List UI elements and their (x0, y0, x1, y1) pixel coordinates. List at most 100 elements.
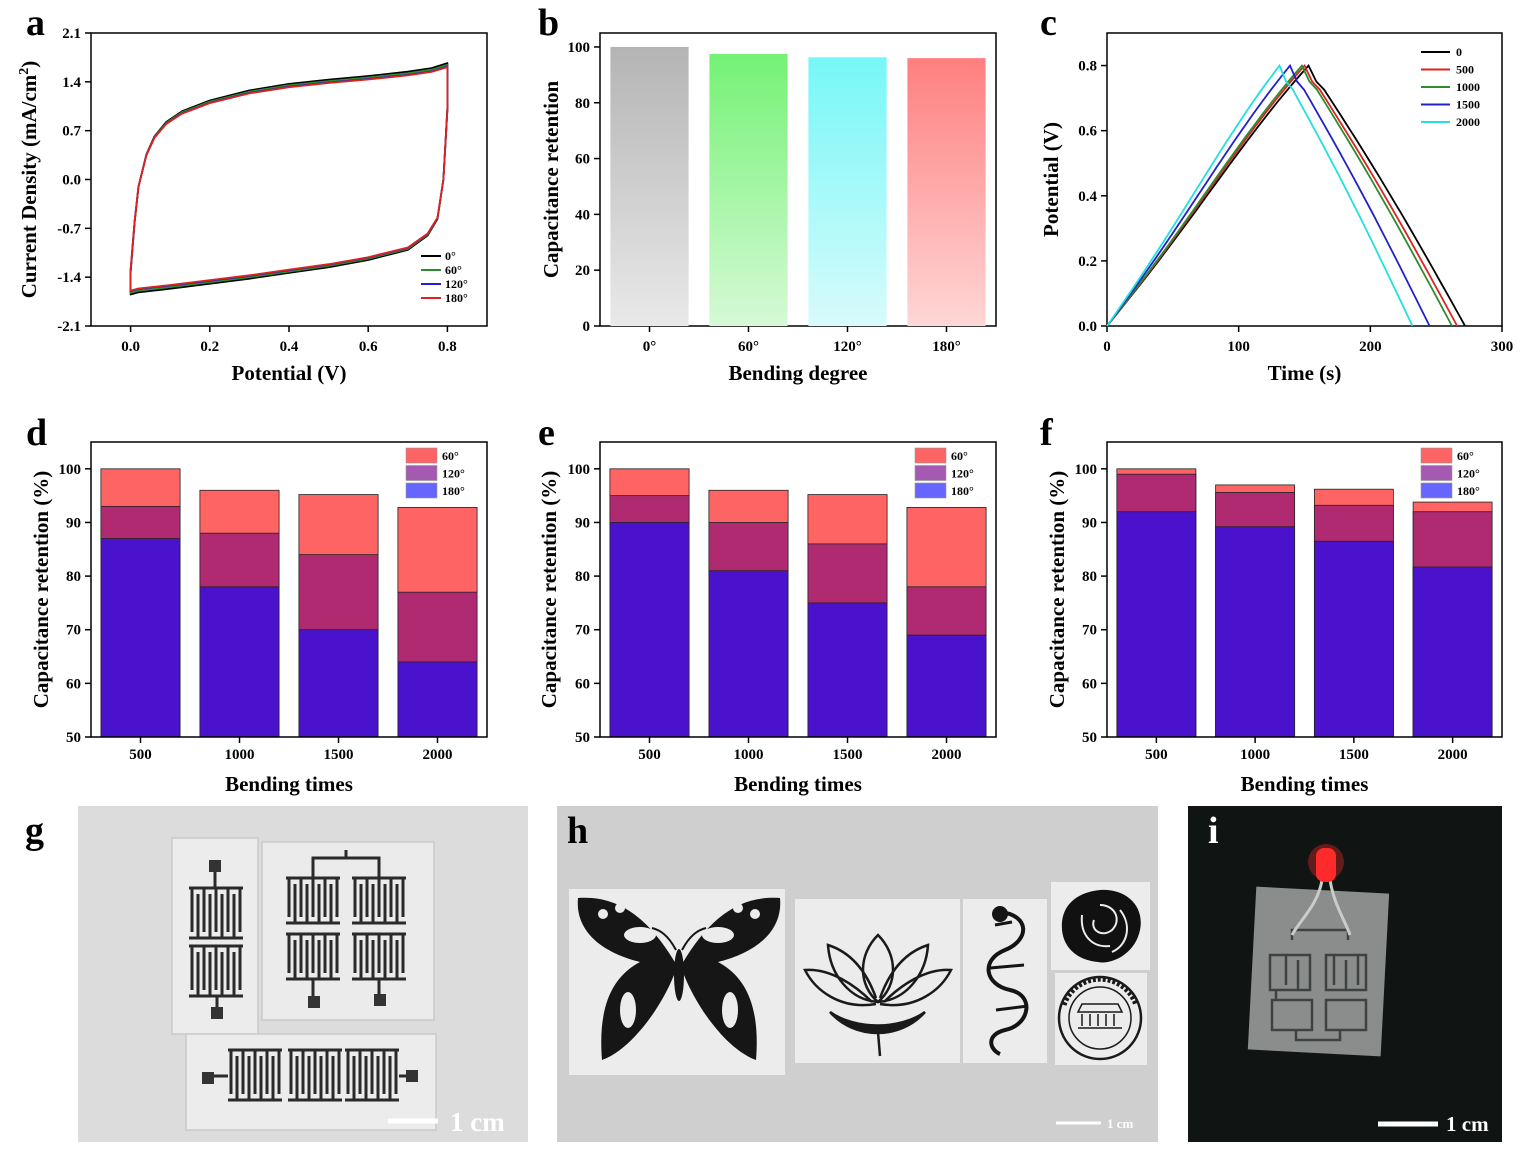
bar-2000-180° (1412, 566, 1493, 738)
legend-label: 60° (442, 449, 459, 463)
legend-label: 180° (442, 484, 465, 498)
y-tick-label: 100 (568, 40, 591, 56)
plot-frame (1106, 32, 1503, 327)
bar-120° (808, 57, 887, 327)
interdigitated-electrode (352, 932, 406, 981)
gcd-series-2000 (1106, 63, 1414, 327)
substrate-right (261, 841, 435, 1021)
chart-stacked-d: 500 1000 1500 2000 d Bending times Capacitance… (26, 412, 488, 796)
device-film (1247, 886, 1390, 1057)
legend-label: 60° (445, 263, 462, 277)
bar-1500-180° (298, 629, 379, 738)
x-tick-label: 300 (1491, 339, 1514, 355)
y-tick-label: 60 (1082, 676, 1097, 692)
x-tick-label: 1000 (225, 747, 255, 763)
bar-500-180° (1116, 511, 1197, 738)
y-axis-label: Capacitance retention (539, 81, 563, 279)
bar-500-180° (100, 538, 181, 738)
x-tick-label: 120° (833, 339, 862, 355)
x-tick-label: 0.0 (121, 339, 140, 355)
y-tick-label: 70 (1082, 623, 1097, 639)
y-tick-label: 2.1 (62, 26, 81, 42)
scale-bar-h-label: 1 cm (1107, 1116, 1134, 1131)
contact-pad (374, 994, 386, 1006)
gcd-series-500 (1106, 63, 1458, 327)
legend-swatch (405, 482, 438, 499)
dragon-film (963, 899, 1047, 1063)
chart-gcd-c: c Time (s) Potential (V) 0.0 0.2 0.4 0.6 0.8 0 10… (1039, 2, 1513, 385)
gcd-series-1500 (1106, 63, 1431, 327)
y-tick-label: 0.0 (62, 173, 81, 189)
x-tick-label: 1500 (324, 747, 354, 763)
y-tick-label: 0.6 (1078, 124, 1097, 140)
legend-label: 1500 (1456, 98, 1480, 112)
legend-label: 120° (445, 277, 468, 291)
interdigitated-electrode (345, 1048, 399, 1102)
legend-swatch (1420, 482, 1453, 499)
x-tick-label: 500 (638, 747, 661, 763)
y-axis-label: Potential (V) (1039, 122, 1063, 237)
x-tick-label: 0.2 (200, 339, 219, 355)
y-tick-label: 100 (568, 462, 591, 478)
legend-label: 2000 (1456, 115, 1480, 129)
panel-label-a: a (26, 2, 45, 44)
chart-bar-b: b Bending degree Capacitance retention 0 20 4… (538, 2, 997, 385)
interdigitated-electrode (228, 1048, 282, 1102)
bar-1000-180° (1215, 526, 1296, 738)
y-tick-label: 90 (1082, 515, 1097, 531)
panel-label-f: f (1040, 412, 1054, 454)
panel-label-d: d (26, 412, 47, 454)
contact-pad (211, 1007, 223, 1019)
cv-series-180° (129, 66, 449, 292)
x-axis-label: Potential (V) (232, 361, 347, 385)
bar-2000-180° (397, 661, 478, 738)
x-tick-label: 1500 (1339, 747, 1369, 763)
x-tick-label: 1000 (1240, 747, 1270, 763)
y-tick-label: -0.7 (57, 221, 81, 237)
scale-bar-i-label: 1 cm (1446, 1112, 1489, 1136)
contact-pad (202, 1072, 214, 1084)
y-tick-label: 50 (66, 730, 81, 746)
led-bulb (1316, 848, 1336, 882)
x-tick-label: 1000 (734, 747, 764, 763)
bar-180° (907, 58, 986, 326)
substrate-bottom (185, 1033, 437, 1131)
x-tick-label: 0° (643, 339, 657, 355)
interdigitated-electrode (288, 1048, 342, 1102)
led-wires (1290, 879, 1352, 936)
legend-label: 180° (951, 484, 974, 498)
y-tick-label: 0.7 (62, 124, 81, 140)
legend-label: 1000 (1456, 80, 1480, 94)
y-tick-label: 80 (1082, 569, 1097, 585)
y-tick-label: 70 (66, 623, 81, 639)
interdigitated-electrode (189, 886, 243, 940)
legend-label: 180° (445, 291, 468, 305)
y-tick-label: 0.0 (1078, 319, 1097, 335)
y-tick-label: 50 (1082, 730, 1097, 746)
panel-label-b: b (538, 2, 559, 44)
interdigitated-electrode (286, 876, 340, 925)
legend-swatch (1420, 447, 1453, 464)
y-tick-label: 90 (66, 515, 81, 531)
x-axis-label: Bending times (1241, 772, 1369, 796)
panel-label-g: g (25, 810, 44, 852)
photo-g-interdigitated-devices: 1 cm (78, 806, 528, 1142)
y-tick-label: 80 (575, 569, 590, 585)
x-tick-label: 0 (1103, 339, 1111, 355)
legend-label: 180° (1457, 484, 1480, 498)
y-tick-label: 50 (575, 730, 590, 746)
chart-stacked-e: 500 1000 1500 2000 e Bending times Capacitance… (537, 412, 997, 796)
bar-1500-180° (807, 602, 888, 738)
contact-pad (406, 1070, 418, 1082)
y-tick-label: -1.4 (57, 270, 81, 286)
x-tick-label: 2000 (932, 747, 962, 763)
plot-frame (90, 32, 488, 327)
bar-1000-180° (199, 586, 280, 738)
lead-line (311, 850, 381, 1000)
x-tick-label: 180° (932, 339, 961, 355)
cv-series-60° (129, 63, 449, 294)
chart-stacked-f: 500 1000 1500 2000 f Bending times Capacitance… (1040, 412, 1503, 796)
y-tick-label: 100 (1075, 462, 1098, 478)
x-axis-label: Bending times (734, 772, 862, 796)
